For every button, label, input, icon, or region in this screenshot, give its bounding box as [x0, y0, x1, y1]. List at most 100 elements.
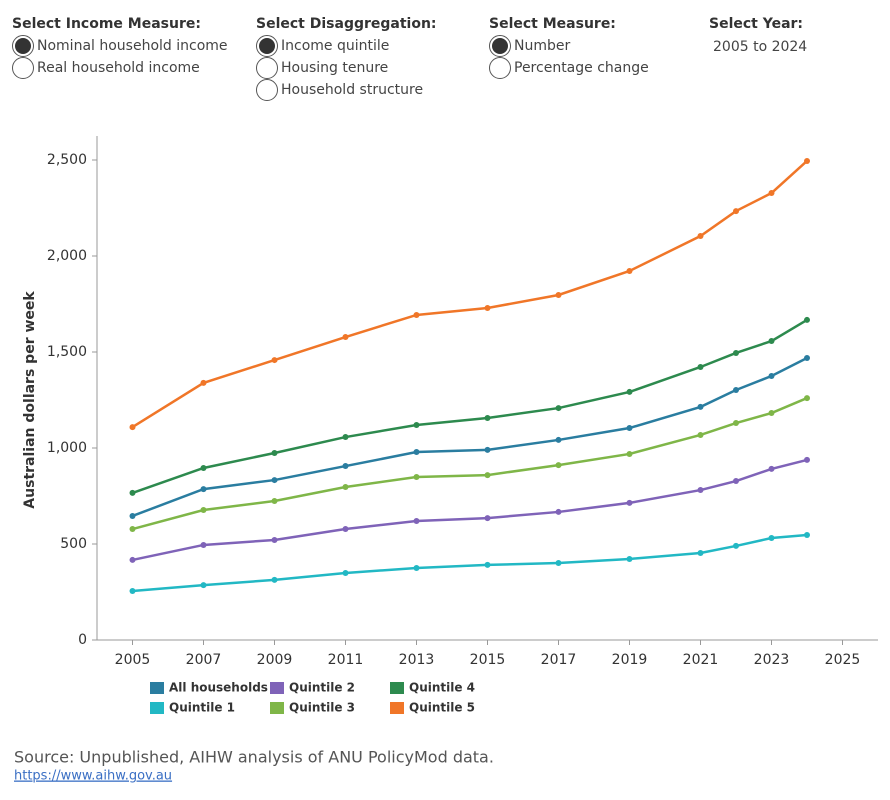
control-title: Select Disaggregation: — [256, 16, 437, 32]
legend-label[interactable]: Quintile 5 — [409, 701, 475, 715]
legend-label[interactable]: Quintile 3 — [289, 701, 355, 715]
radio-label[interactable]: Nominal household income — [37, 38, 228, 54]
legend-label[interactable]: Quintile 2 — [289, 681, 355, 695]
point[interactable] — [626, 388, 633, 395]
point[interactable] — [342, 434, 349, 441]
point[interactable] — [626, 499, 633, 506]
point[interactable] — [697, 550, 704, 557]
point[interactable] — [342, 334, 349, 341]
point[interactable] — [342, 569, 349, 576]
point[interactable] — [271, 477, 278, 484]
point[interactable] — [129, 556, 136, 563]
x-tick-label: 2019 — [612, 652, 648, 668]
point[interactable] — [342, 463, 349, 470]
point[interactable] — [200, 507, 207, 514]
point[interactable] — [413, 311, 420, 318]
point[interactable] — [555, 291, 562, 298]
point[interactable] — [484, 515, 491, 522]
point[interactable] — [697, 403, 704, 410]
radio[interactable] — [256, 79, 278, 101]
point[interactable] — [271, 576, 278, 583]
radio-label[interactable]: Number — [514, 38, 570, 54]
point[interactable] — [271, 357, 278, 364]
point[interactable] — [768, 535, 775, 542]
point[interactable] — [804, 456, 810, 463]
point[interactable] — [484, 446, 491, 453]
point[interactable] — [626, 555, 633, 562]
radio[interactable] — [489, 57, 511, 79]
point[interactable] — [626, 267, 633, 274]
point[interactable] — [200, 541, 207, 548]
point[interactable] — [555, 508, 562, 515]
point[interactable] — [413, 473, 420, 480]
point[interactable] — [768, 338, 775, 345]
point[interactable] — [626, 425, 633, 432]
point[interactable] — [733, 349, 739, 356]
point[interactable] — [733, 420, 739, 427]
point[interactable] — [804, 395, 810, 402]
point[interactable] — [733, 208, 739, 215]
legend-swatch[interactable] — [270, 702, 284, 714]
point[interactable] — [768, 190, 775, 197]
legend-label[interactable]: Quintile 4 — [409, 681, 475, 695]
point[interactable] — [733, 478, 739, 485]
point[interactable] — [200, 464, 207, 471]
point[interactable] — [271, 497, 278, 504]
legend-swatch[interactable] — [150, 682, 164, 694]
point[interactable] — [804, 157, 810, 164]
point[interactable] — [804, 316, 810, 323]
radio-label[interactable]: Income quintile — [281, 38, 389, 54]
point[interactable] — [733, 387, 739, 394]
legend-label[interactable]: Quintile 1 — [169, 701, 235, 715]
legend-swatch[interactable] — [390, 682, 404, 694]
point[interactable] — [129, 512, 136, 519]
year-value[interactable]: 2005 to 2024 — [713, 39, 807, 55]
radio-label[interactable]: Percentage change — [514, 60, 649, 76]
point[interactable] — [413, 449, 420, 456]
point[interactable] — [555, 462, 562, 469]
point[interactable] — [413, 517, 420, 524]
point[interactable] — [129, 424, 136, 431]
point[interactable] — [342, 483, 349, 490]
point[interactable] — [484, 561, 491, 568]
radio-label[interactable]: Real household income — [37, 60, 200, 76]
point[interactable] — [342, 526, 349, 533]
point[interactable] — [484, 415, 491, 422]
radio-label[interactable]: Household structure — [281, 82, 423, 98]
point[interactable] — [484, 305, 491, 312]
radio-label[interactable]: Housing tenure — [281, 60, 388, 76]
point[interactable] — [697, 487, 704, 494]
point[interactable] — [804, 531, 810, 538]
point[interactable] — [271, 536, 278, 543]
point[interactable] — [555, 405, 562, 412]
legend-swatch[interactable] — [270, 682, 284, 694]
point[interactable] — [129, 489, 136, 496]
point[interactable] — [768, 373, 775, 379]
point[interactable] — [413, 421, 420, 428]
point[interactable] — [697, 233, 704, 240]
point[interactable] — [555, 560, 562, 567]
point[interactable] — [129, 526, 136, 533]
point[interactable] — [271, 449, 278, 456]
point[interactable] — [555, 436, 562, 443]
point[interactable] — [484, 472, 491, 479]
point[interactable] — [413, 565, 420, 571]
point[interactable] — [200, 379, 207, 386]
point[interactable] — [768, 465, 775, 472]
point[interactable] — [200, 486, 207, 493]
point[interactable] — [697, 431, 704, 438]
source-link[interactable]: https://www.aihw.gov.au — [14, 769, 172, 784]
point[interactable] — [697, 363, 704, 370]
point[interactable] — [626, 450, 633, 457]
point[interactable] — [733, 542, 739, 549]
y-tick-label: 1,500 — [47, 344, 87, 360]
radio[interactable] — [12, 57, 34, 79]
legend-swatch[interactable] — [150, 702, 164, 714]
legend-swatch[interactable] — [390, 702, 404, 714]
radio[interactable] — [256, 57, 278, 79]
point[interactable] — [768, 410, 775, 417]
point[interactable] — [804, 354, 810, 361]
point[interactable] — [200, 582, 207, 589]
point[interactable] — [129, 588, 136, 595]
legend-label[interactable]: All households — [169, 681, 268, 695]
